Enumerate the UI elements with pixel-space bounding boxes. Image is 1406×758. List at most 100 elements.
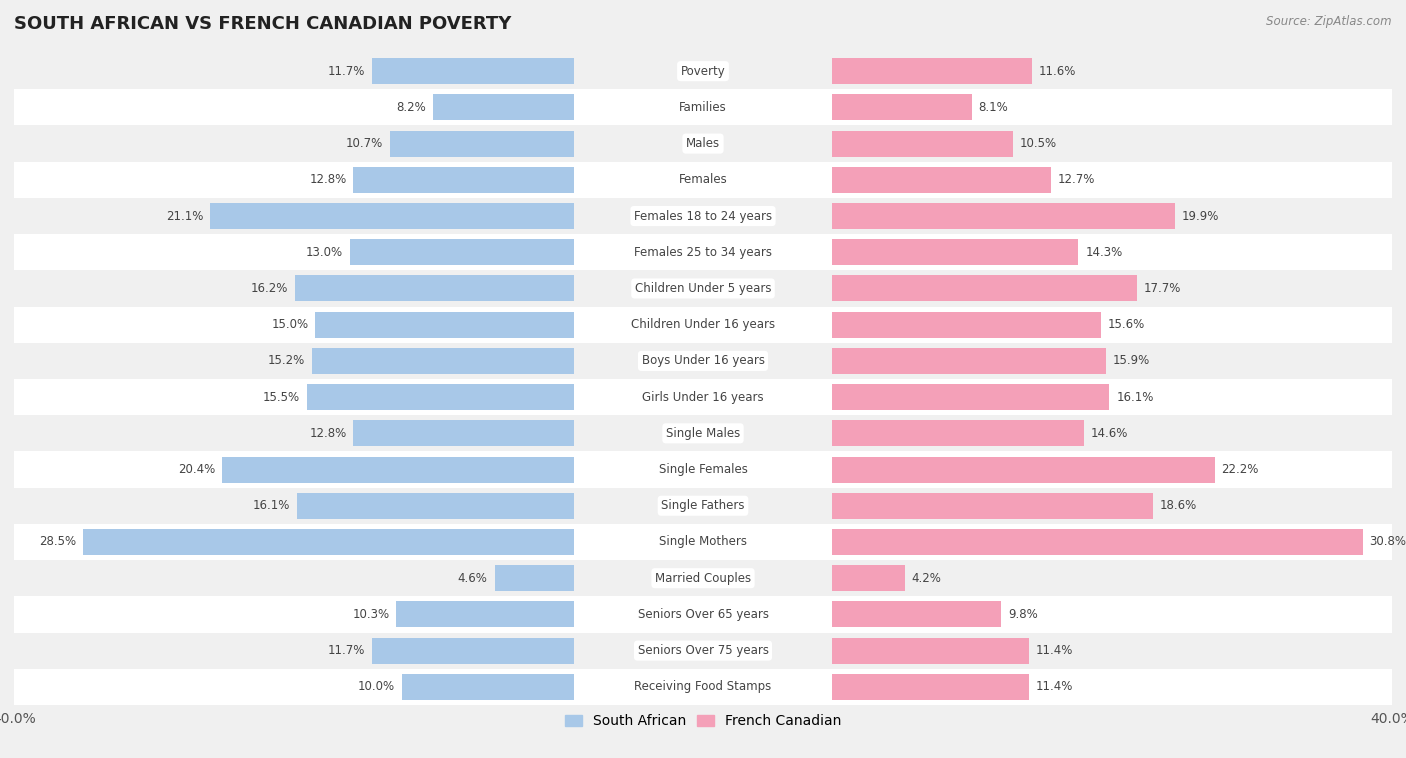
Text: 15.0%: 15.0% [271, 318, 308, 331]
Text: 11.7%: 11.7% [328, 64, 366, 77]
Text: Boys Under 16 years: Boys Under 16 years [641, 355, 765, 368]
Bar [832, 312, 1101, 338]
Text: Single Males: Single Males [666, 427, 740, 440]
Text: 17.7%: 17.7% [1144, 282, 1181, 295]
Bar [832, 384, 1109, 410]
Bar [832, 348, 1107, 374]
Bar [315, 312, 574, 338]
Bar [14, 379, 1392, 415]
Bar [832, 493, 1153, 518]
Text: Receiving Food Stamps: Receiving Food Stamps [634, 681, 772, 694]
Bar [295, 275, 574, 302]
Text: 15.2%: 15.2% [269, 355, 305, 368]
Bar [14, 126, 1392, 161]
Bar [14, 487, 1392, 524]
Bar [396, 601, 574, 628]
Bar [312, 348, 574, 374]
Text: 15.5%: 15.5% [263, 390, 299, 403]
Bar [832, 529, 1362, 555]
Text: 19.9%: 19.9% [1182, 209, 1219, 223]
Text: 10.7%: 10.7% [346, 137, 382, 150]
Text: Single Mothers: Single Mothers [659, 535, 747, 549]
Text: 14.6%: 14.6% [1091, 427, 1128, 440]
Text: 30.8%: 30.8% [1369, 535, 1406, 549]
Bar [14, 452, 1392, 487]
Bar [14, 161, 1392, 198]
Text: 10.5%: 10.5% [1019, 137, 1057, 150]
Bar [14, 343, 1392, 379]
Text: 12.8%: 12.8% [309, 427, 346, 440]
Bar [353, 167, 574, 193]
Text: 12.8%: 12.8% [309, 174, 346, 186]
Bar [14, 597, 1392, 632]
Bar [832, 565, 904, 591]
Bar [222, 456, 574, 483]
Bar [433, 94, 574, 121]
Text: 11.4%: 11.4% [1035, 644, 1073, 657]
Text: 16.1%: 16.1% [252, 500, 290, 512]
Text: Children Under 5 years: Children Under 5 years [634, 282, 772, 295]
Bar [211, 203, 574, 229]
Text: 10.0%: 10.0% [357, 681, 395, 694]
Text: 13.0%: 13.0% [307, 246, 343, 258]
Text: Married Couples: Married Couples [655, 572, 751, 584]
Bar [14, 198, 1392, 234]
Text: Females: Females [679, 174, 727, 186]
Bar [832, 275, 1137, 302]
Legend: South African, French Canadian: South African, French Canadian [560, 709, 846, 734]
Bar [495, 565, 574, 591]
Bar [14, 669, 1392, 705]
Bar [832, 674, 1029, 700]
Bar [389, 130, 574, 157]
Text: Females 18 to 24 years: Females 18 to 24 years [634, 209, 772, 223]
Text: 22.2%: 22.2% [1222, 463, 1258, 476]
Bar [14, 524, 1392, 560]
Bar [832, 420, 1084, 446]
Text: 11.7%: 11.7% [328, 644, 366, 657]
Text: Children Under 16 years: Children Under 16 years [631, 318, 775, 331]
Text: 11.4%: 11.4% [1035, 681, 1073, 694]
Bar [832, 456, 1215, 483]
Text: Seniors Over 75 years: Seniors Over 75 years [637, 644, 769, 657]
Text: 15.9%: 15.9% [1114, 355, 1150, 368]
Text: Seniors Over 65 years: Seniors Over 65 years [637, 608, 769, 621]
Bar [14, 234, 1392, 271]
Text: 16.1%: 16.1% [1116, 390, 1154, 403]
Bar [402, 674, 574, 700]
Text: 20.4%: 20.4% [179, 463, 215, 476]
Bar [832, 167, 1050, 193]
Bar [832, 58, 1032, 84]
Text: 16.2%: 16.2% [250, 282, 288, 295]
Text: 14.3%: 14.3% [1085, 246, 1122, 258]
Text: Females 25 to 34 years: Females 25 to 34 years [634, 246, 772, 258]
Bar [353, 420, 574, 446]
Bar [350, 240, 574, 265]
Bar [373, 58, 574, 84]
Text: Girls Under 16 years: Girls Under 16 years [643, 390, 763, 403]
Bar [14, 89, 1392, 126]
Text: 8.1%: 8.1% [979, 101, 1008, 114]
Text: Single Females: Single Females [658, 463, 748, 476]
Text: Source: ZipAtlas.com: Source: ZipAtlas.com [1267, 15, 1392, 28]
Text: 9.8%: 9.8% [1008, 608, 1038, 621]
Bar [832, 130, 1012, 157]
Bar [832, 203, 1175, 229]
Text: 4.6%: 4.6% [458, 572, 488, 584]
Bar [83, 529, 574, 555]
Bar [14, 306, 1392, 343]
Text: Poverty: Poverty [681, 64, 725, 77]
Text: 11.6%: 11.6% [1039, 64, 1076, 77]
Bar [14, 560, 1392, 597]
Bar [832, 94, 972, 121]
Text: 21.1%: 21.1% [166, 209, 204, 223]
Bar [832, 637, 1029, 664]
Text: 4.2%: 4.2% [911, 572, 941, 584]
Bar [832, 240, 1078, 265]
Text: 8.2%: 8.2% [396, 101, 426, 114]
Text: 10.3%: 10.3% [353, 608, 389, 621]
Bar [14, 632, 1392, 669]
Bar [307, 384, 574, 410]
Text: 15.6%: 15.6% [1108, 318, 1144, 331]
Text: 28.5%: 28.5% [39, 535, 76, 549]
Text: 18.6%: 18.6% [1160, 500, 1197, 512]
